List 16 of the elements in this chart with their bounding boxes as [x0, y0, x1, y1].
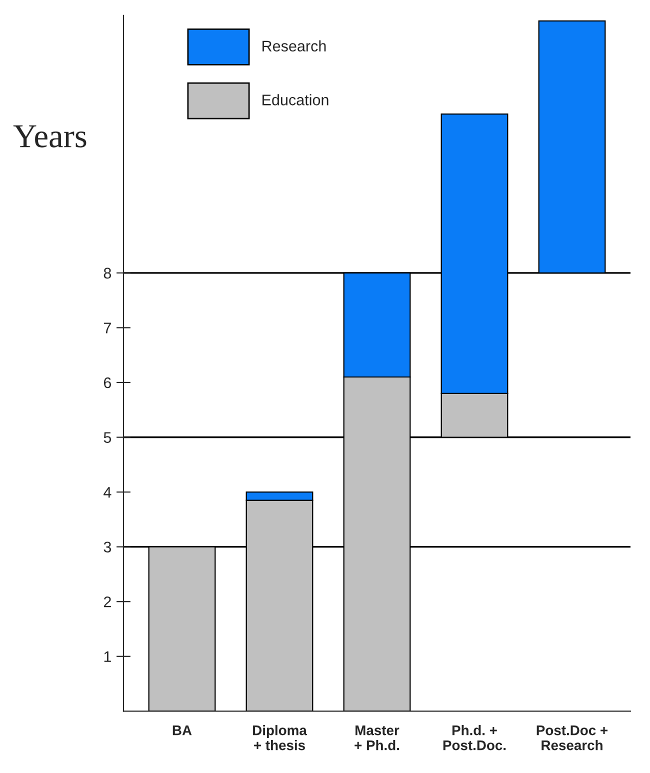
y-tick-label: 8	[104, 268, 112, 279]
y-tick-label: 6	[104, 377, 112, 388]
x-tick-label: Diploma + thesis	[253, 725, 307, 750]
x-tick-label: BA	[172, 726, 192, 736]
x-tick-label: Ph.d. + Post.Doc.	[443, 725, 506, 750]
y-tick-label: 4	[104, 487, 112, 498]
y-tick-label: 3	[104, 542, 112, 553]
y-axis-title: Years	[13, 125, 86, 148]
y-tick-label: 1	[104, 651, 111, 662]
legend-label: Education	[262, 94, 328, 106]
legend-label: Research	[262, 40, 326, 52]
y-tick-label: 7	[104, 322, 111, 334]
x-tick-label: Master + Ph.d.	[354, 726, 400, 750]
x-tick-label: Post.Doc + Research	[536, 726, 608, 750]
y-tick-label: 5	[104, 432, 112, 443]
y-tick-label: 2	[104, 596, 111, 608]
